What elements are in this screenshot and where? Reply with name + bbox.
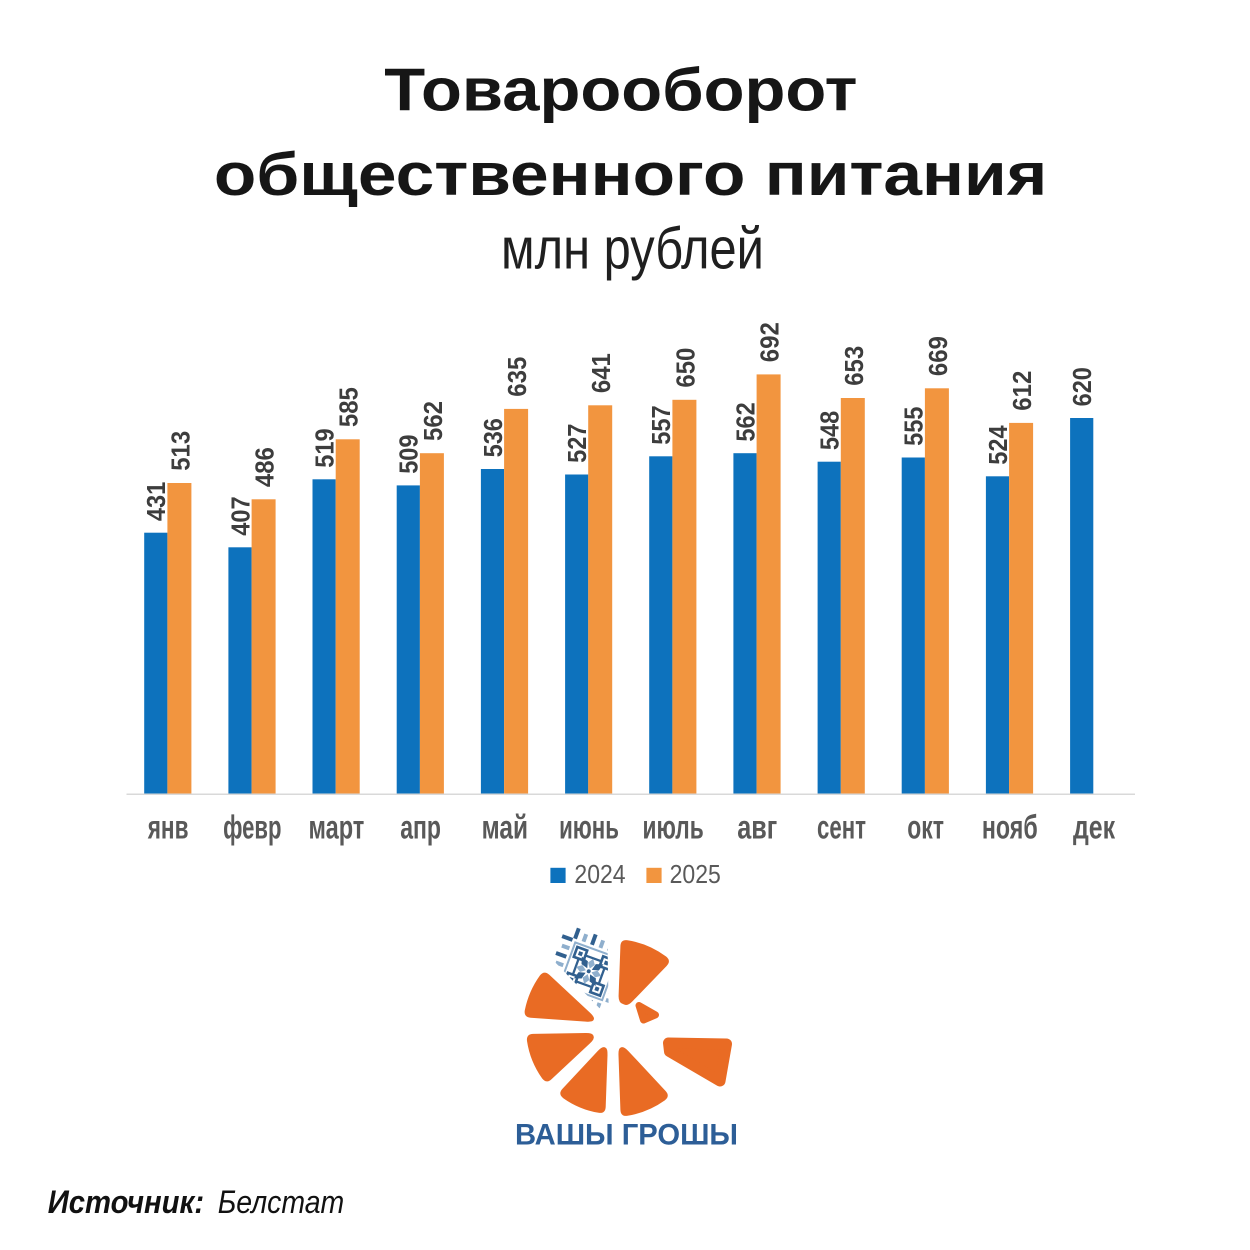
svg-text:524: 524 [985, 425, 1013, 465]
svg-text:2025: 2025 [670, 861, 721, 889]
svg-text:Белстат: Белстат [218, 1184, 345, 1220]
svg-text:дек: дек [1073, 809, 1115, 846]
svg-text:2024: 2024 [574, 861, 625, 889]
svg-text:562: 562 [732, 402, 760, 441]
svg-text:519: 519 [311, 428, 339, 467]
svg-text:Товарооборот: Товарооборот [384, 57, 857, 124]
svg-text:февр: февр [223, 809, 281, 846]
svg-text:653: 653 [841, 346, 869, 386]
svg-text:июнь: июнь [559, 809, 619, 846]
svg-text:407: 407 [227, 496, 255, 535]
svg-text:март: март [309, 809, 365, 846]
svg-text:650: 650 [672, 348, 700, 388]
svg-text:млн рублей: млн рублей [501, 217, 764, 282]
svg-text:431: 431 [143, 482, 171, 521]
svg-text:авг: авг [737, 809, 777, 846]
svg-text:620: 620 [1069, 367, 1097, 406]
svg-text:527: 527 [564, 424, 592, 463]
svg-text:янв: янв [147, 809, 188, 846]
svg-text:июль: июль [643, 809, 704, 846]
svg-text:536: 536 [480, 418, 508, 457]
svg-text:585: 585 [336, 387, 364, 427]
svg-text:окт: окт [907, 809, 944, 846]
svg-text:нояб: нояб [982, 809, 1038, 846]
svg-text:апр: апр [400, 809, 441, 846]
svg-text:Источник:: Источник: [48, 1184, 204, 1220]
svg-text:общественного питания: общественного питания [214, 141, 1047, 208]
svg-text:486: 486 [252, 447, 280, 487]
svg-text:513: 513 [167, 431, 195, 471]
svg-text:612: 612 [1009, 371, 1037, 411]
svg-text:май: май [482, 809, 528, 846]
svg-text:509: 509 [396, 435, 424, 474]
svg-text:669: 669 [925, 336, 953, 376]
svg-text:562: 562 [420, 401, 448, 441]
svg-text:555: 555 [901, 407, 929, 446]
svg-text:сент: сент [817, 809, 866, 846]
svg-text:548: 548 [817, 411, 845, 450]
svg-text:635: 635 [504, 357, 532, 397]
svg-text:ВАШЫ ГРОШЫ: ВАШЫ ГРОШЫ [515, 1118, 738, 1151]
svg-text:692: 692 [757, 322, 785, 362]
svg-text:557: 557 [648, 405, 676, 444]
svg-text:641: 641 [588, 353, 616, 393]
